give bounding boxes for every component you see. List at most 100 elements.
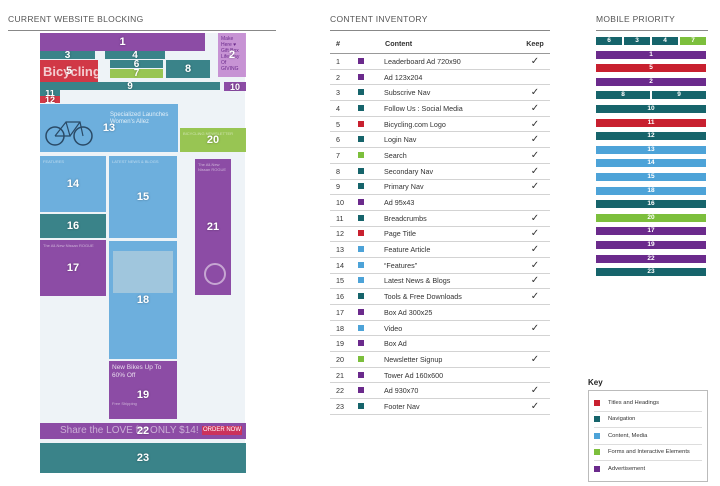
key-label: Navigation bbox=[608, 416, 636, 423]
tower-car-badge bbox=[204, 263, 226, 285]
row-keep-check: ✓ bbox=[520, 226, 550, 243]
key-label: Titles and Headings bbox=[608, 399, 660, 406]
inventory-header-rule bbox=[330, 30, 550, 31]
key-label: Content, Media bbox=[608, 432, 648, 439]
block-5-logo: Bicycling bbox=[40, 60, 98, 82]
block-10-ad: 10 bbox=[224, 82, 246, 91]
box-ad-19-headline: New Bikes Up To 60% Off bbox=[112, 364, 162, 379]
row-number: 8 bbox=[330, 163, 358, 180]
table-row: 2 Ad 123x204 bbox=[330, 69, 550, 86]
mobile-priority-block: 20 bbox=[596, 213, 706, 222]
block-6-login-nav: 6 bbox=[110, 60, 163, 68]
row-category-swatch bbox=[358, 100, 384, 117]
row-category-swatch bbox=[358, 335, 384, 353]
row-keep-check: ✓ bbox=[520, 210, 550, 227]
mobile-priority-block: 10 bbox=[596, 105, 706, 113]
block-9-primary-nav: 9 bbox=[40, 82, 220, 90]
row-content-label: Leaderboard Ad 720x90 bbox=[384, 53, 520, 70]
block-1-leaderboard-ad: 1 bbox=[40, 33, 205, 51]
row-category-swatch bbox=[358, 288, 384, 305]
table-row: 9 Primary Nav ✓ bbox=[330, 179, 550, 196]
table-row: 13 Feature Article ✓ bbox=[330, 241, 550, 258]
row-content-label: Secondary Nav bbox=[384, 163, 520, 180]
row-number: 11 bbox=[330, 210, 358, 227]
row-number: 13 bbox=[330, 241, 358, 258]
row-keep-check: ✓ bbox=[520, 131, 550, 149]
row-category-swatch bbox=[358, 241, 384, 258]
row-category-swatch bbox=[358, 351, 384, 368]
row-content-label: Ad 123x204 bbox=[384, 69, 520, 86]
mobile-priority-row: 22 bbox=[596, 254, 706, 263]
mobile-priority-row: 10 bbox=[596, 105, 706, 113]
table-row: 15 Latest News & Blogs ✓ bbox=[330, 273, 550, 290]
newsletter-text: BICYCLING NEWSLETTER bbox=[183, 131, 234, 136]
row-keep-check: ✓ bbox=[520, 163, 550, 180]
table-row: 14 “Features” ✓ bbox=[330, 257, 550, 274]
table-row: 16 Tools & Free Downloads ✓ bbox=[330, 288, 550, 305]
inventory-header-row: # Content Keep bbox=[330, 34, 550, 54]
block-4-follow-us: 4 bbox=[105, 51, 165, 59]
mobile-priority-row: 1 bbox=[596, 50, 706, 59]
row-category-swatch bbox=[358, 382, 384, 400]
row-category-swatch bbox=[358, 320, 384, 337]
table-row: 22 Ad 930x70 ✓ bbox=[330, 382, 550, 400]
feature-bike-image bbox=[44, 110, 94, 148]
row-keep-check: ✓ bbox=[520, 288, 550, 305]
table-row: 17 Box Ad 300x25 bbox=[330, 304, 550, 321]
mobile-priority-row: 19 bbox=[596, 241, 706, 249]
block-12-page-title: 12 bbox=[40, 96, 60, 103]
video-thumbnail bbox=[113, 251, 173, 293]
row-number: 10 bbox=[330, 194, 358, 211]
col-number: # bbox=[330, 34, 358, 54]
blocking-header-rule bbox=[8, 30, 276, 31]
row-content-label: Search bbox=[384, 147, 520, 164]
row-keep-check bbox=[520, 367, 550, 384]
mobile-priority-row: 17 bbox=[596, 227, 706, 236]
mobile-priority-block: 17 bbox=[596, 227, 706, 236]
row-keep-check: ✓ bbox=[520, 53, 550, 70]
row-keep-check bbox=[520, 194, 550, 211]
box-ad-19-shipping: Free Shipping bbox=[112, 401, 137, 406]
row-number: 6 bbox=[330, 131, 358, 149]
key-item: Forms and Interactive Elements bbox=[594, 445, 702, 461]
row-content-label: Ad 930x70 bbox=[384, 382, 520, 400]
row-number: 12 bbox=[330, 226, 358, 243]
block-15-latest-news: LATEST NEWS & BLOGS 15 bbox=[109, 156, 177, 238]
mobile-priority-row: 5 bbox=[596, 64, 706, 73]
mobile-header: MOBILE PRIORITY bbox=[596, 14, 676, 24]
mobile-priority-block: 12 bbox=[596, 132, 706, 141]
mobile-priority-block: 15 bbox=[596, 173, 706, 181]
block-23-footer-nav: 23 bbox=[40, 443, 246, 473]
row-content-label: Footer Nav bbox=[384, 398, 520, 415]
table-row: 6 Login Nav ✓ bbox=[330, 131, 550, 149]
row-content-label: Breadcrumbs bbox=[384, 210, 520, 227]
mobile-priority-block: 5 bbox=[596, 64, 706, 73]
row-category-swatch bbox=[358, 210, 384, 227]
mobile-priority-block: 11 bbox=[596, 118, 706, 127]
table-row: 4 Follow Us : Social Media ✓ bbox=[330, 100, 550, 117]
row-number: 15 bbox=[330, 273, 358, 290]
block-8-secondary-nav: 8 bbox=[166, 60, 210, 78]
inventory-rows: 1 Leaderboard Ad 720x90 ✓ 2 Ad 123x204 3 Subsc… bbox=[330, 53, 550, 415]
block-14-features: FEATURES 14 bbox=[40, 156, 106, 212]
mobile-priority-block: 1 bbox=[596, 50, 706, 59]
key-item: Navigation bbox=[594, 412, 702, 428]
block-21-tower-ad: The All-New Nissan ROGUE 21 bbox=[195, 159, 231, 295]
row-keep-check: ✓ bbox=[520, 241, 550, 258]
mobile-priority-row: 11 bbox=[596, 118, 706, 127]
mobile-priority-block: 7 bbox=[680, 37, 706, 45]
box-ad-17-text: The All-New Nissan ROGUE bbox=[43, 243, 94, 248]
table-row: 11 Breadcrumbs ✓ bbox=[330, 210, 550, 227]
mobile-priority-row: 2 bbox=[596, 77, 706, 86]
mobile-header-rule bbox=[596, 30, 708, 31]
key-item: Titles and Headings bbox=[594, 395, 702, 412]
block-2-ad: Make Here ♥ Gift Box Life Day Of GIVING … bbox=[218, 33, 246, 77]
row-number: 20 bbox=[330, 351, 358, 368]
table-row: 19 Box Ad bbox=[330, 335, 550, 353]
row-content-label: Video bbox=[384, 320, 520, 337]
mobile-priority-block: 8 bbox=[596, 91, 650, 100]
row-category-swatch bbox=[358, 69, 384, 86]
row-category-swatch bbox=[358, 367, 384, 384]
row-content-label: Newsletter Signup bbox=[384, 351, 520, 368]
